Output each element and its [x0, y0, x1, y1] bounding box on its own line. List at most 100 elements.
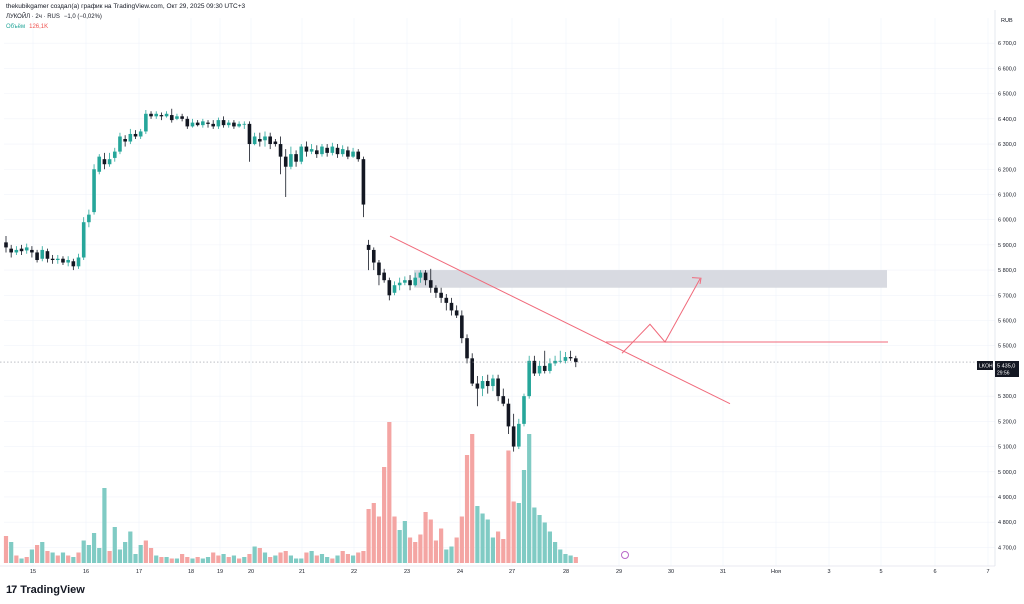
volume-bar	[527, 434, 532, 563]
volume-bar	[361, 551, 366, 563]
volume-bar	[345, 554, 350, 563]
volume-bar	[563, 554, 568, 563]
candle-body	[449, 302, 454, 311]
volume-bar	[382, 467, 387, 563]
time-tick-label: 5	[879, 569, 882, 575]
volume-bar	[506, 450, 511, 563]
volume-bar	[335, 555, 340, 563]
candle-body	[444, 297, 449, 303]
candle-body	[366, 244, 371, 250]
candle-body	[4, 242, 8, 248]
candle-body	[299, 146, 304, 162]
current-price-badge: LKOH 5 435,0 29:56	[977, 361, 1019, 377]
candle-body	[568, 357, 573, 359]
time-tick-label: 18	[188, 569, 194, 575]
volume-bar	[257, 548, 262, 563]
candle-body	[532, 360, 537, 374]
volume-bar	[190, 558, 195, 563]
volume-bar	[117, 549, 123, 563]
candle-body	[87, 214, 91, 223]
candle-body	[232, 122, 236, 127]
candle-body	[506, 403, 511, 427]
volume-bar	[464, 455, 470, 563]
candle-body	[92, 169, 96, 213]
candle-body	[71, 261, 76, 267]
price-tick-label: 4 800,0	[998, 520, 1016, 526]
brand-name: TradingView	[20, 584, 85, 596]
candle-body	[496, 378, 500, 397]
candle-body	[361, 159, 366, 205]
candle-body	[190, 122, 195, 127]
volume-legend[interactable]: Объём 126,1K	[6, 24, 48, 30]
price-axis-labels[interactable]: 6 700,0 6 600,0 6 500,0 6 400,0 6 300,0 6 200…	[998, 41, 1016, 551]
volume-bar	[154, 555, 159, 563]
candle-body	[61, 258, 65, 263]
candle-body	[542, 365, 547, 371]
volume-bar	[19, 558, 24, 563]
time-tick-label: 6	[933, 569, 936, 575]
price-change: −1,0 (−0,02%)	[63, 14, 102, 20]
event-marker-icon[interactable]	[621, 551, 629, 559]
candle-body	[408, 280, 412, 286]
symbol-label[interactable]: ЛУКОЙЛ · 2ч · RUS	[6, 14, 60, 20]
volume-bar	[552, 542, 558, 563]
candle-body	[340, 149, 345, 155]
currency-label: RUB	[1001, 18, 1013, 24]
candle-body	[574, 358, 578, 363]
candle-body	[19, 248, 24, 252]
price-tick-label: 6 200,0	[998, 167, 1016, 173]
time-tick-label: 30	[668, 569, 674, 575]
candle-body	[356, 151, 361, 160]
volume-bar	[29, 549, 34, 563]
candle-body	[154, 113, 159, 117]
volume-bar	[392, 516, 397, 563]
volume-bar	[371, 503, 376, 563]
price-tick-label: 5 600,0	[998, 319, 1016, 325]
candle-body	[123, 139, 127, 142]
candle-body	[201, 121, 205, 126]
volume-bar	[14, 555, 19, 563]
candle-body	[268, 136, 272, 145]
time-tick-label: 16	[83, 569, 89, 575]
price-tick-label: 6 100,0	[998, 192, 1016, 198]
tradingview-logo-icon: 17	[6, 584, 17, 596]
volume-bar	[97, 548, 102, 563]
tradingview-brand[interactable]: 17 TradingView	[6, 584, 85, 596]
candle-body	[527, 360, 531, 397]
volume-bar	[91, 533, 97, 563]
time-axis-labels[interactable]: 15 16 17 18 19 20 21 22 23 24 27 28 29 30 31 Ноя 3 5 6 7	[30, 569, 990, 575]
candle-body	[247, 123, 252, 145]
time-tick-label: 3	[827, 569, 830, 575]
volume-bar	[537, 515, 542, 563]
volume-bar	[423, 512, 428, 563]
candle-body	[24, 247, 29, 251]
candle-body	[460, 315, 464, 339]
candle-body	[185, 118, 190, 127]
volume-bar	[159, 557, 164, 563]
time-tick-label: 27	[509, 569, 515, 575]
candle-body	[242, 123, 247, 125]
volume-bar	[221, 554, 226, 563]
candle-body	[403, 280, 407, 283]
candle-body	[517, 423, 521, 447]
volume-bar	[76, 552, 81, 563]
candle-body	[102, 159, 107, 165]
volume-bar	[309, 551, 314, 563]
volume-bar	[143, 540, 148, 563]
symbol-legend[interactable]: ЛУКОЙЛ · 2ч · RUS −1,0 (−0,02%)	[6, 14, 102, 20]
volume-bar	[128, 531, 133, 563]
candle-body	[66, 260, 70, 263]
candle-body	[434, 287, 438, 293]
candle-body	[175, 116, 179, 119]
candle-body	[485, 381, 490, 387]
volume-bar	[268, 557, 273, 563]
volume-bar	[86, 545, 91, 563]
time-tick-label: 19	[217, 569, 223, 575]
candle-body	[237, 123, 241, 127]
candle-body	[226, 122, 231, 126]
volume-bar	[330, 558, 335, 563]
current-ticker-label: LKOH	[979, 364, 993, 370]
candle-body	[377, 262, 381, 276]
volume-bar	[480, 513, 485, 563]
